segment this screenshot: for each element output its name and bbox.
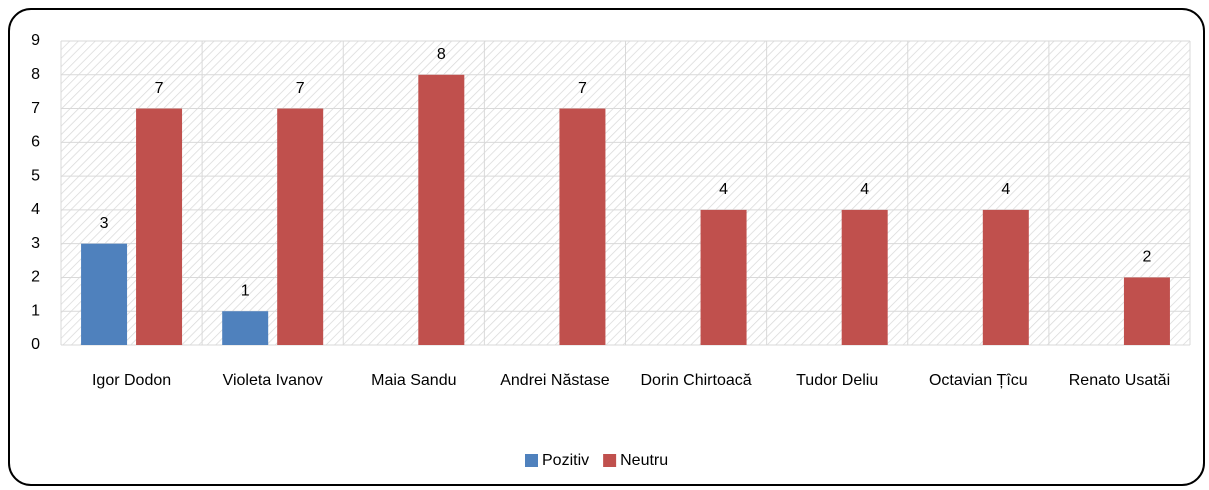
- bar: [1123, 277, 1170, 345]
- x-tick-label: Igor Dodon: [92, 372, 171, 389]
- data-label: 3: [100, 215, 109, 232]
- bar: [418, 74, 465, 346]
- y-tick-label: 7: [31, 100, 40, 117]
- data-label: 4: [1001, 181, 1010, 198]
- y-tick-label: 0: [31, 336, 40, 353]
- data-label: 7: [296, 80, 305, 97]
- data-label: 4: [719, 181, 728, 198]
- bar: [700, 209, 747, 345]
- data-label: 7: [155, 80, 164, 97]
- bar: [841, 209, 888, 345]
- legend-label: Pozitiv: [542, 452, 589, 469]
- legend-swatch: [603, 454, 617, 467]
- legend-label: Neutru: [620, 452, 668, 469]
- y-tick-label: 3: [31, 235, 40, 252]
- y-tick-label: 6: [31, 134, 40, 151]
- bar: [559, 108, 606, 345]
- y-tick-label: 5: [31, 167, 40, 184]
- y-tick-label: 1: [31, 302, 40, 319]
- bar: [136, 108, 183, 345]
- legend-swatch: [525, 454, 538, 467]
- x-tick-label: Tudor Deliu: [796, 372, 878, 389]
- bar: [222, 311, 269, 345]
- data-label: 8: [437, 46, 446, 63]
- x-tick-label: Andrei Năstase: [500, 372, 609, 389]
- bar: [982, 209, 1029, 345]
- y-tick-label: 4: [31, 201, 40, 218]
- data-label: 2: [1142, 249, 1151, 266]
- x-tick-label: Octavian Țîcu: [929, 372, 1028, 389]
- data-label: 1: [241, 282, 250, 299]
- x-tick-label: Maia Sandu: [371, 372, 456, 389]
- x-tick-label: Violeta Ivanov: [223, 372, 323, 389]
- y-tick-label: 9: [31, 32, 40, 49]
- y-tick-label: 2: [31, 269, 40, 286]
- x-tick-label: Renato Usatăi: [1069, 372, 1170, 389]
- bar: [277, 108, 324, 345]
- data-label: 7: [578, 80, 587, 97]
- bar: [81, 243, 128, 345]
- x-tick-label: Dorin Chirtoacă: [640, 372, 751, 389]
- data-label: 4: [860, 181, 869, 198]
- y-tick-label: 8: [31, 66, 40, 83]
